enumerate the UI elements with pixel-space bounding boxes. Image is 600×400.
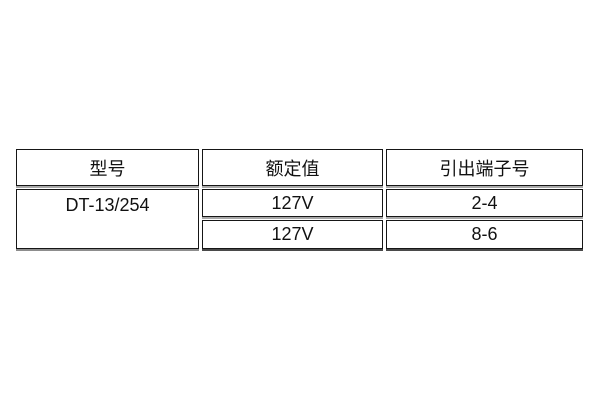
header-row: 型号 额定值 引出端子号 bbox=[16, 149, 583, 186]
spec-table: 型号 额定值 引出端子号 DT-13/254 127V 2-4 127V 8-6 bbox=[13, 146, 586, 252]
header-rated-value: 额定值 bbox=[202, 149, 383, 186]
cell-rated-value-2: 127V bbox=[202, 220, 383, 249]
cell-model: DT-13/254 bbox=[16, 189, 199, 249]
cell-terminal-no-1: 2-4 bbox=[386, 189, 583, 217]
table-row: DT-13/254 127V 2-4 bbox=[16, 189, 583, 249]
header-terminal-no: 引出端子号 bbox=[386, 149, 583, 186]
header-model: 型号 bbox=[16, 149, 199, 186]
cell-rated-value-1: 127V bbox=[202, 189, 383, 217]
cell-terminal-no-2: 8-6 bbox=[386, 220, 583, 249]
table-row: 127V 8-6 bbox=[16, 220, 583, 249]
